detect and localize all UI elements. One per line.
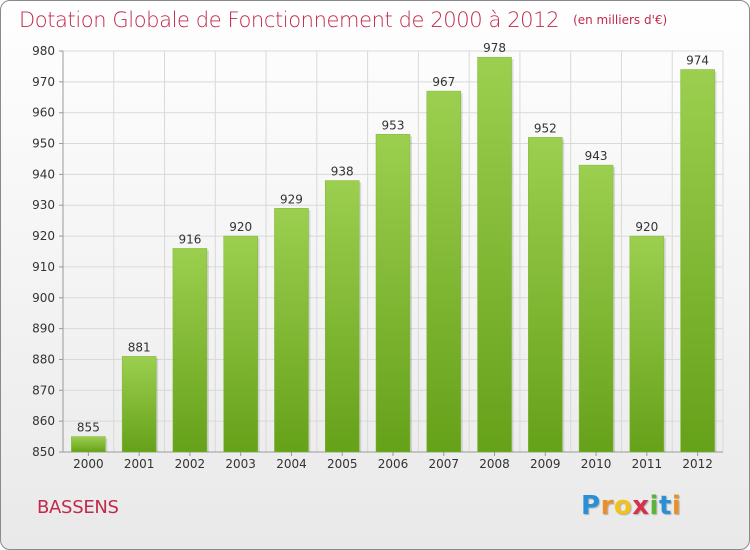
y-tick-label: 930 [32, 198, 55, 212]
x-tick-label: 2006 [378, 457, 409, 471]
logo-letter: t [658, 491, 672, 521]
y-tick-label: 860 [32, 414, 55, 428]
bar [426, 90, 462, 453]
bar-value-label: 938 [331, 165, 354, 179]
bar [528, 137, 563, 453]
bar-value-label: 920 [229, 220, 252, 234]
logo-letter: r [600, 491, 614, 521]
bar-value-label: 953 [382, 118, 405, 132]
bar-value-label: 855 [77, 421, 100, 435]
x-tick-label: 2011 [632, 457, 663, 471]
x-tick-label: 2012 [682, 457, 713, 471]
logo-letter: x [632, 491, 650, 521]
labels: 855 881 916 920 929 938 953 967 978 952 943 920 974 [77, 41, 709, 434]
x-tick-label: 2000 [73, 457, 104, 471]
bar-value-label: 978 [483, 41, 506, 55]
bar-value-label: 881 [128, 340, 151, 354]
x-tick-label: 2008 [479, 457, 510, 471]
logo-letter: i [671, 491, 682, 521]
x-tick-label: 2001 [124, 457, 155, 471]
y-tick-label: 920 [32, 229, 55, 243]
bar [629, 235, 665, 453]
bar-value-label: 967 [432, 75, 455, 89]
y-tick-label: 970 [32, 75, 55, 89]
bars [71, 56, 717, 453]
bar [172, 248, 208, 453]
bar-value-label: 952 [534, 121, 557, 135]
bar [578, 164, 614, 453]
y-tick-label: 950 [32, 137, 55, 151]
y-tick-label: 940 [32, 167, 55, 181]
y-tick-label: 900 [32, 291, 55, 305]
bar-value-label: 920 [635, 220, 658, 234]
axes: 850 860 870 880 890 900 910 920 930 940 950 960 970 9… [32, 44, 723, 471]
x-tick-label: 2004 [276, 457, 307, 471]
bar [71, 436, 106, 453]
logo-letter: i [649, 491, 659, 521]
x-tick-label: 2009 [530, 457, 561, 471]
logo-letter: P [581, 491, 601, 521]
proxiti-logo: Proxiti [581, 491, 681, 521]
bar [680, 69, 715, 453]
y-tick-label: 910 [32, 260, 55, 274]
x-tick-label: 2010 [581, 457, 612, 471]
x-tick-label: 2007 [428, 457, 459, 471]
bar [121, 356, 157, 453]
chart-title: Dotation Globale de Fonctionnement de 20… [19, 8, 560, 32]
commune-name: BASSENS [37, 497, 119, 518]
bar-value-label: 929 [280, 192, 303, 206]
chart-title-row: Dotation Globale de Fonctionnement de 20… [19, 8, 667, 32]
bar [223, 235, 258, 453]
bar-value-label: 974 [686, 54, 709, 68]
y-tick-label: 960 [32, 106, 55, 120]
bar [477, 56, 512, 453]
y-tick-label: 890 [32, 322, 55, 336]
bar-value-label: 916 [178, 232, 201, 246]
y-tick-label: 880 [32, 352, 55, 366]
x-tick-label: 2002 [175, 457, 206, 471]
logo-letter: o [613, 491, 633, 521]
bar-value-label: 943 [585, 149, 608, 163]
y-tick-label: 980 [32, 44, 55, 58]
chart-unit: (en milliers d'€) [573, 13, 668, 27]
x-tick-label: 2005 [327, 457, 358, 471]
x-tick-label: 2003 [225, 457, 256, 471]
bar [274, 208, 309, 453]
bar [375, 134, 411, 453]
bar [324, 180, 360, 453]
y-tick-label: 870 [32, 383, 55, 397]
y-tick-label: 850 [32, 445, 55, 459]
